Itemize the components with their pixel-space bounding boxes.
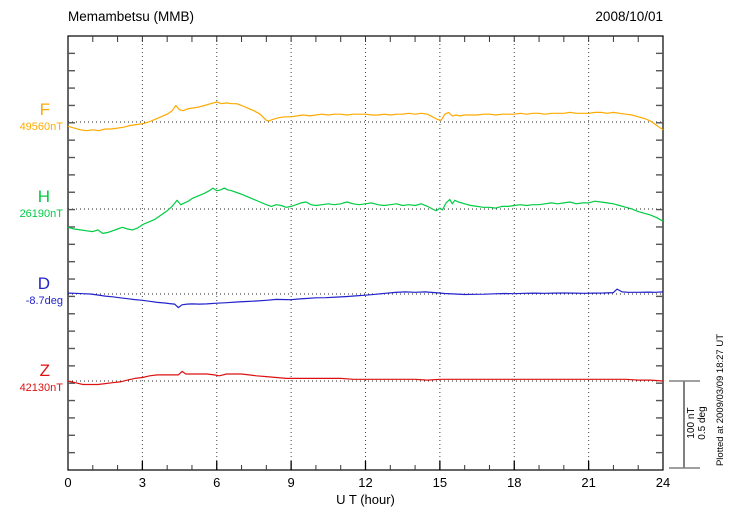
curve-H xyxy=(67,187,664,234)
x-tick-label-12: 12 xyxy=(358,475,373,490)
series-label-f: F xyxy=(39,100,50,119)
series-label-h: H xyxy=(37,187,50,206)
x-axis-title: U T (hour) xyxy=(336,492,395,507)
x-tick-label-6: 6 xyxy=(213,475,221,490)
curve-D xyxy=(67,288,664,309)
plotted-at-label: Plotted at 2009/03/09 18:27 UT xyxy=(715,333,726,467)
x-tick-label-24: 24 xyxy=(655,475,671,490)
scale-bar-label: 100 nT 0.5 deg xyxy=(686,377,708,469)
scale-deg-label: 0.5 deg xyxy=(697,406,708,440)
x-tick-label-21: 21 xyxy=(581,475,596,490)
series-label-d: D xyxy=(37,274,50,293)
scale-nt-label: 100 nT xyxy=(686,407,697,439)
series-baseline-z: 42130nT xyxy=(19,382,63,394)
x-tick-label-18: 18 xyxy=(507,475,522,490)
x-tick-label-0: 0 xyxy=(64,475,72,490)
x-tick-label-3: 3 xyxy=(138,475,146,490)
x-tick-label-15: 15 xyxy=(432,475,448,490)
series-label-z: Z xyxy=(39,361,50,380)
date-label: 2008/10/01 xyxy=(595,9,663,24)
series-baseline-d: -8.7deg xyxy=(25,295,63,307)
series-baseline-h: 26190nT xyxy=(19,208,63,220)
series-baseline-f: 49560nT xyxy=(19,121,63,133)
curve-Z xyxy=(67,370,664,386)
curve-F xyxy=(67,101,664,132)
page-title: Memambetsu (MMB) xyxy=(68,9,195,24)
x-tick-label-9: 9 xyxy=(287,475,295,490)
